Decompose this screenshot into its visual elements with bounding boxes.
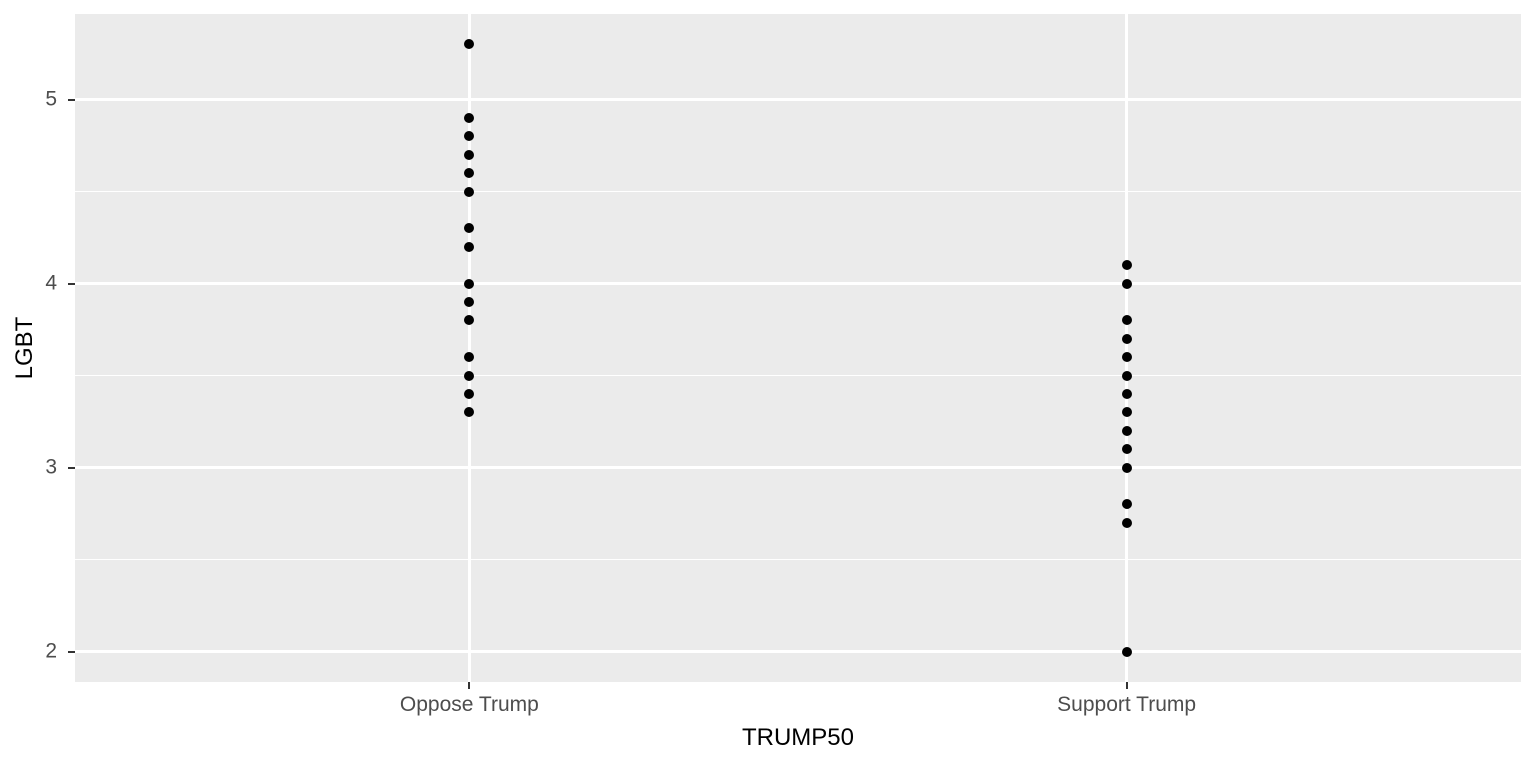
data-point [1121,260,1132,271]
data-point [1121,370,1132,381]
data-point [464,131,475,142]
x-axis-title: TRUMP50 [741,724,855,751]
y-tick-label: 2 [45,639,57,663]
gridline-major [75,650,1521,654]
data-point [464,186,475,197]
data-point [464,278,475,289]
gridline-major-vertical [1125,14,1129,682]
data-point [464,315,475,326]
gridline-major [75,98,1521,102]
data-point [1121,352,1132,363]
y-tick-mark [68,98,75,101]
data-point [1121,407,1132,418]
gridline-minor [75,374,1521,377]
gridline-major [75,282,1521,286]
gridline-minor [75,190,1521,193]
data-point [464,223,475,234]
gridline-minor [75,558,1521,561]
data-point [464,296,475,307]
data-point [1121,333,1132,344]
data-point [1121,499,1132,510]
plot-panel: 2 3 4 5 Oppose Trump Support Trump [45,14,1521,716]
data-point [464,241,475,252]
gridline-major [75,466,1521,470]
data-point [464,168,475,179]
data-point [1121,462,1132,473]
data-point [464,39,475,50]
x-tick-label: Oppose Trump [399,693,539,716]
data-point [1121,278,1132,289]
data-point [464,149,475,160]
data-point [464,352,475,363]
x-tick-mark [1125,682,1128,689]
data-point [1121,315,1132,326]
data-point [464,407,475,418]
x-tick-label: Support Trump [1057,693,1197,716]
y-tick-mark [68,282,75,285]
data-point [464,370,475,381]
y-tick-label: 3 [45,455,57,479]
data-point [1121,517,1132,528]
data-point [1121,425,1132,436]
data-point [1121,444,1132,455]
gridline-major-vertical [467,14,471,682]
data-point [1121,646,1132,657]
y-tick-mark [68,466,75,469]
y-tick-label: 4 [45,271,57,295]
x-tick-mark [468,682,471,689]
y-axis-title: LGBT [11,316,38,380]
data-point [1121,389,1132,399]
y-tick-label: 5 [45,87,57,111]
data-point [464,389,475,399]
y-tick-mark [68,650,75,653]
data-point [464,112,475,123]
